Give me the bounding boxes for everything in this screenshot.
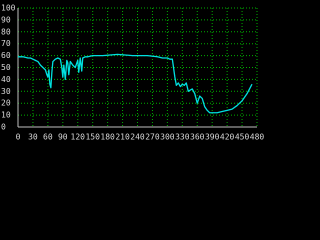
y-tick-label: 0: [1, 123, 6, 132]
x-tick-label: 180: [100, 133, 115, 142]
y-tick-label: 30: [1, 87, 11, 96]
y-tick-label: 60: [1, 51, 11, 60]
y-tick-label: 40: [1, 75, 11, 84]
x-tick-label: 420: [220, 133, 235, 142]
x-tick-label: 150: [85, 133, 100, 142]
x-tick-label: 450: [235, 133, 250, 142]
y-tick-label: 100: [1, 4, 16, 13]
y-tick-label: 80: [1, 27, 11, 36]
x-tick-label: 390: [205, 133, 220, 142]
x-tick-label: 360: [190, 133, 205, 142]
x-tick-label: 240: [130, 133, 145, 142]
y-tick-label: 90: [1, 15, 11, 24]
x-tick-label: 480: [250, 133, 265, 142]
page: 0 10 20 30 40 50 60 70 80 90 100 0 30 60 90 120 150 180 21…: [0, 0, 265, 144]
x-tick-label: 60: [43, 133, 53, 142]
y-tick-label: 70: [1, 39, 11, 48]
x-tick-label: 270: [145, 133, 160, 142]
x-tick-label: 90: [58, 133, 68, 142]
x-tick-label: 330: [175, 133, 190, 142]
x-tick-label: 300: [160, 133, 175, 142]
x-tick-label: 120: [71, 133, 86, 142]
y-tick-label: 10: [1, 111, 11, 120]
y-tick-label: 20: [1, 99, 11, 108]
x-tick-label: 30: [28, 133, 38, 142]
data-line: [18, 53, 253, 114]
y-tick-label: 50: [1, 63, 11, 72]
x-tick-label: 0: [16, 133, 21, 142]
x-tick-label: 210: [115, 133, 130, 142]
